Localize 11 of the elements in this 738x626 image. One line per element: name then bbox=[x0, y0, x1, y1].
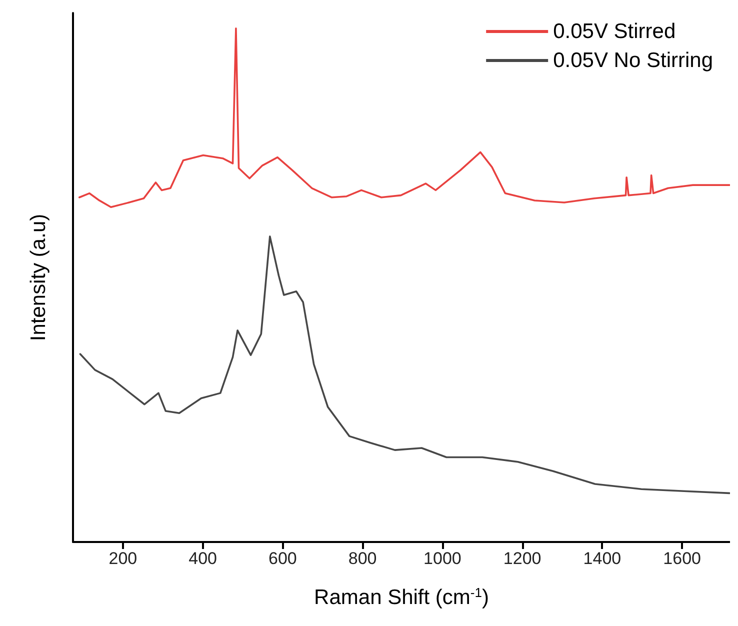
legend-label: 0.05V No Stirring bbox=[553, 49, 714, 72]
x-tick-label: 400 bbox=[188, 549, 217, 568]
x-tick-label: 1400 bbox=[583, 549, 622, 568]
x-tick-label: 1000 bbox=[424, 549, 462, 568]
x-tick-label: 800 bbox=[348, 549, 377, 568]
legend-label: 0.05V Stirred bbox=[553, 20, 676, 43]
x-tick-label: 1200 bbox=[503, 549, 542, 568]
y-axis-title: Intensity (a.u) bbox=[27, 214, 50, 342]
x-tick-label: 200 bbox=[108, 549, 138, 568]
x-tick-label: 600 bbox=[268, 549, 297, 568]
x-tick-label: 1600 bbox=[663, 549, 701, 568]
